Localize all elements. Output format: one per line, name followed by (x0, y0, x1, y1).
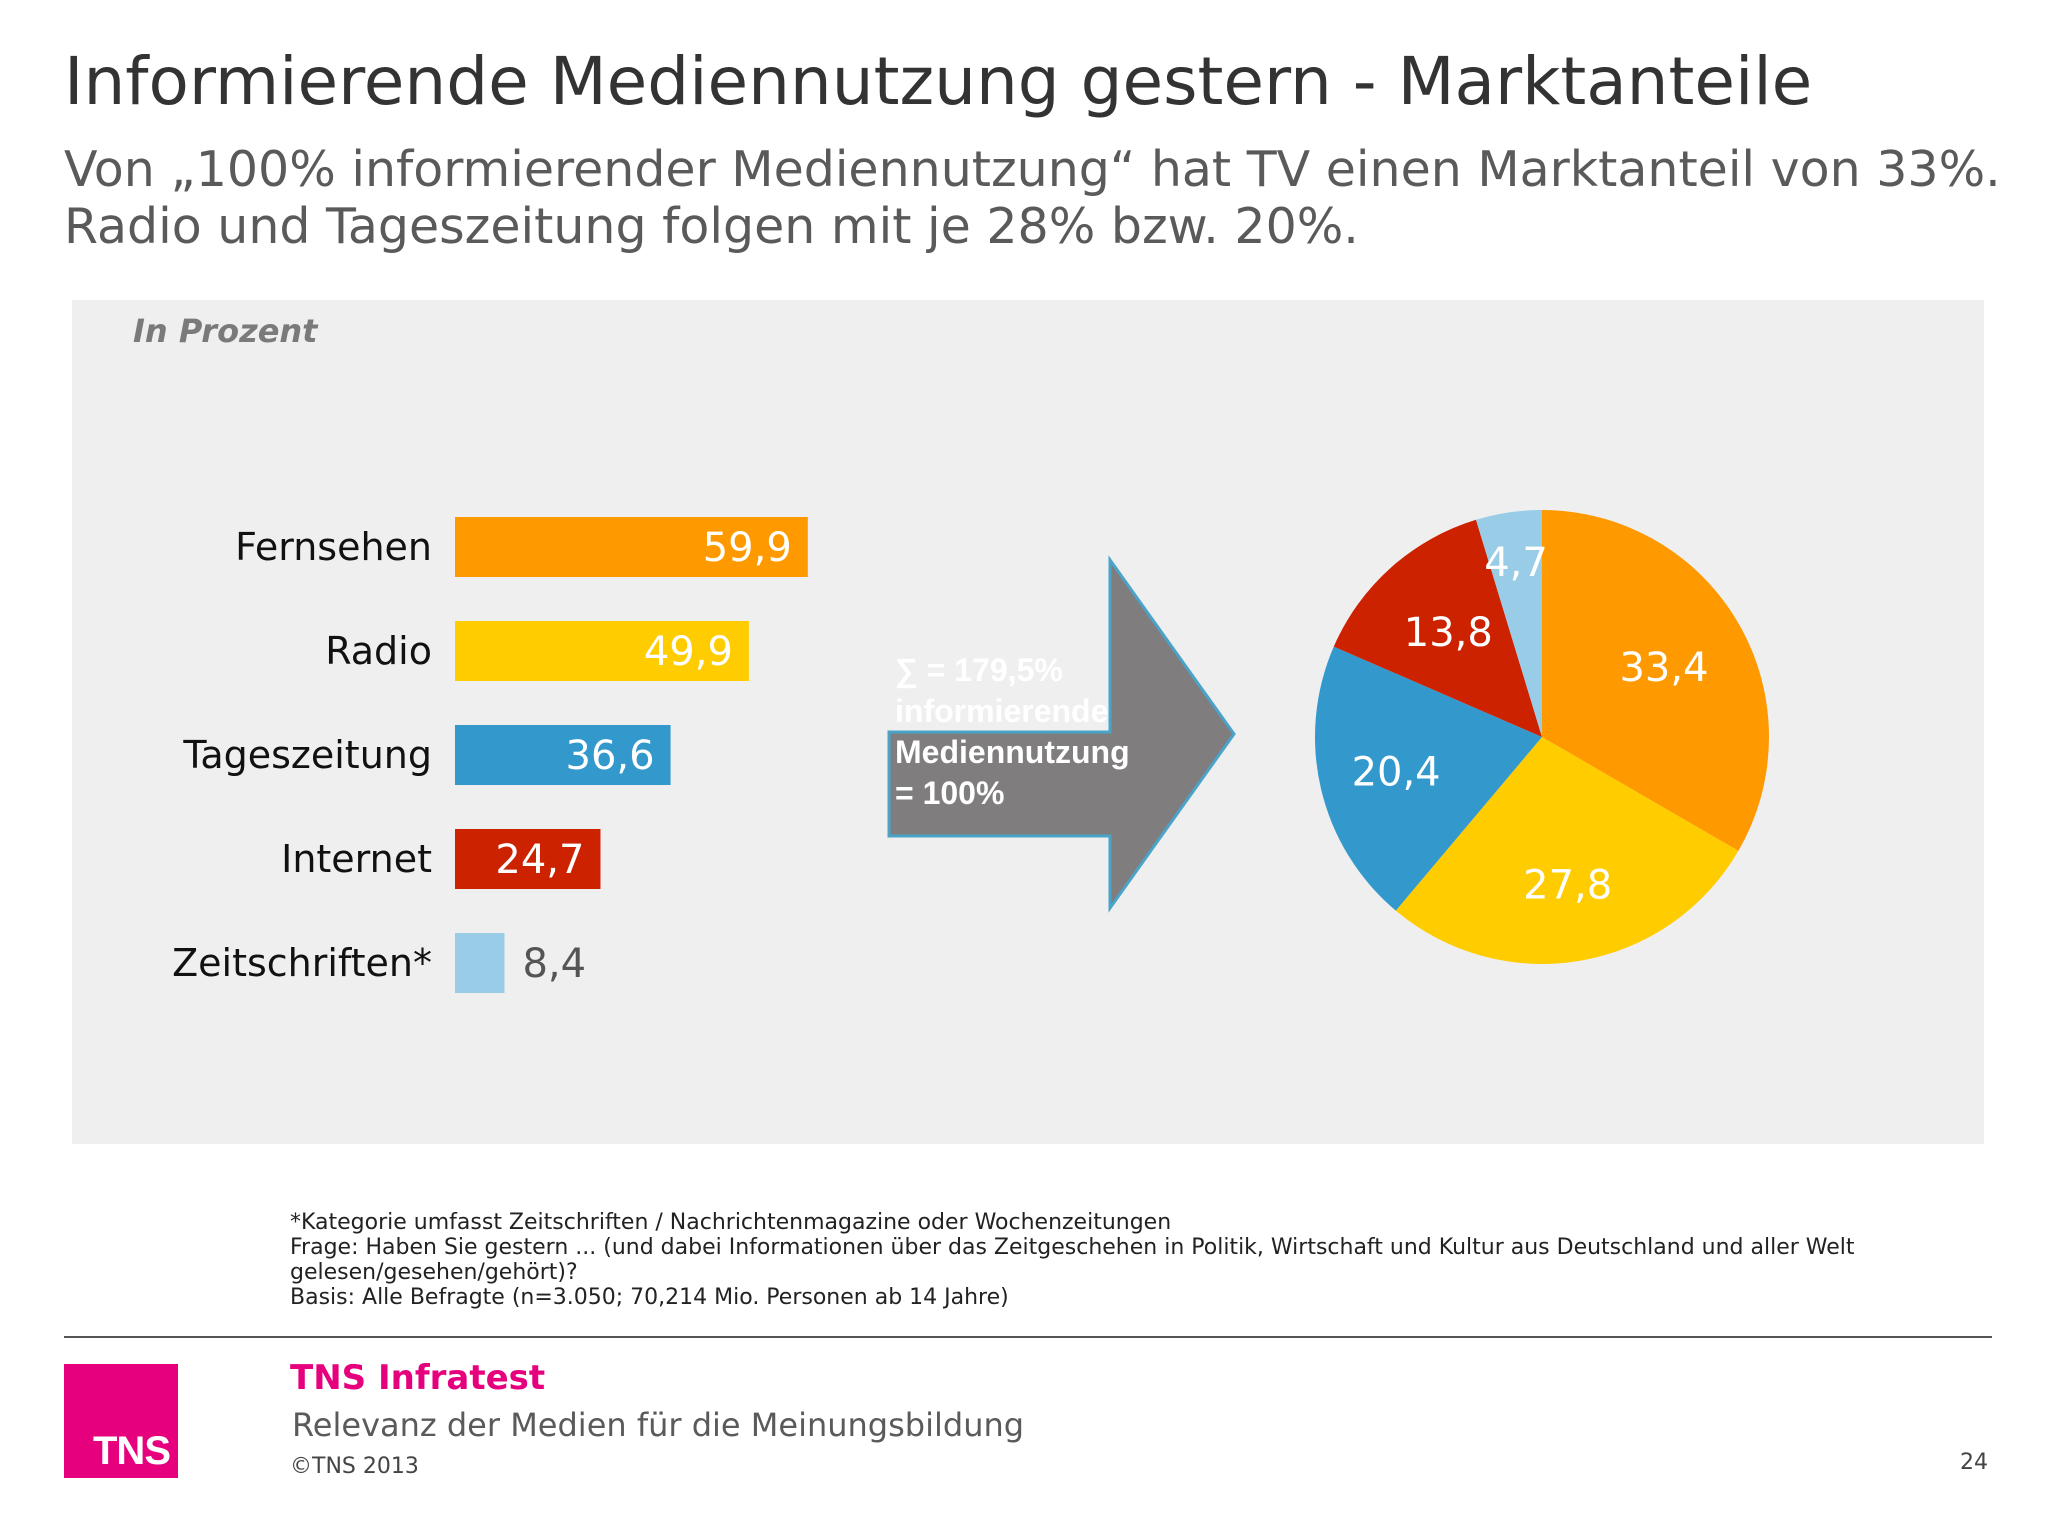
page-number: 24 (1960, 1450, 1988, 1475)
pie-value-label: 27,8 (1523, 863, 1612, 909)
bar-value-label: 59,9 (703, 525, 792, 571)
bar (455, 517, 808, 577)
arrow-label-line2: informierende (895, 693, 1109, 729)
bar-category-label: Radio (325, 629, 432, 673)
bar (455, 725, 671, 785)
bar (455, 621, 749, 681)
tns-logo: TNS (64, 1364, 178, 1478)
copyright: ©TNS 2013 (290, 1454, 419, 1479)
bar (455, 933, 505, 993)
bar (455, 829, 601, 889)
page-title: Informierende Mediennutzung gestern - Ma… (64, 43, 1813, 120)
pie-value-label: 4,7 (1484, 540, 1548, 586)
bar-category-label: Internet (281, 837, 432, 881)
pie-slice (1314, 646, 1542, 911)
unit-label: In Prozent (133, 312, 318, 350)
bar-value-label: 8,4 (522, 941, 586, 987)
page-subtitle: Von „100% informierender Mediennutzung“ … (64, 141, 2001, 255)
company-name: TNS Infratest (290, 1358, 546, 1398)
pie-chart: 33,4 27,8 20,4 13,8 4,7 (1314, 510, 1769, 965)
footnote-question: Frage: Haben Sie gestern ... (und dabei … (290, 1235, 1862, 1285)
sum-arrow (887, 555, 1236, 913)
bar-category-label: Tageszeitung (182, 733, 432, 777)
footnotes: *Kategorie umfasst Zeitschriften / Nachr… (290, 1210, 1990, 1310)
pie-slice (1542, 510, 1769, 851)
pie-slice (1476, 510, 1542, 737)
logo-text: TNS (93, 1429, 171, 1473)
arrow-label-line3: Mediennutzung (895, 734, 1130, 770)
arrow-label: ∑ = 179,5% informierende Mediennutzung =… (895, 650, 1155, 814)
bar-category-label: Fernsehen (235, 525, 432, 569)
bar-chart: Fernsehen 59,9 Radio 49,9 Tageszeitung 36,6 In… (172, 517, 808, 993)
report-title: Relevanz der Medien für die Meinungsbild… (292, 1406, 1025, 1444)
pie-value-label: 20,4 (1352, 749, 1441, 795)
pie-value-label: 33,4 (1619, 645, 1708, 691)
bar-value-label: 36,6 (566, 733, 655, 779)
pie-value-label: 13,8 (1404, 610, 1493, 656)
footer-divider (64, 1336, 1992, 1338)
footnote-basis: Basis: Alle Befragte (n=3.050; 70,214 Mi… (290, 1285, 1009, 1310)
bar-value-label: 24,7 (495, 837, 584, 883)
pie-slice (1333, 519, 1542, 737)
footnote-category: *Kategorie umfasst Zeitschriften / Nachr… (290, 1210, 1172, 1235)
arrow-label-line4: = 100% (895, 775, 1005, 811)
bar-value-label: 49,9 (644, 629, 733, 675)
pie-slice (1395, 737, 1739, 965)
bar-category-label: Zeitschriften* (172, 941, 432, 985)
arrow-label-sum: ∑ = 179,5% (895, 652, 1063, 688)
